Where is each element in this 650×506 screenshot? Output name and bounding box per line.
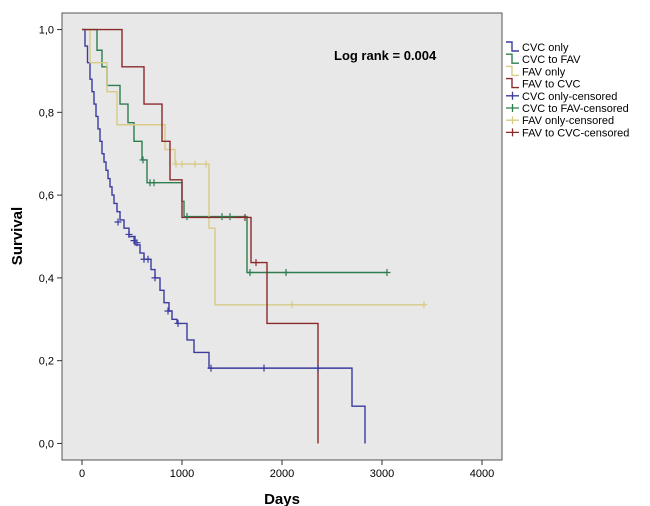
survival-curve-cvc-to-fav [82, 28, 387, 274]
censor-mark [178, 160, 186, 168]
legend-label: CVC only-censored [522, 91, 617, 103]
legend-swatch-plus [506, 104, 519, 112]
censor-mark [383, 269, 391, 277]
x-axis: 0 1000 2000 3000 4000 [79, 460, 494, 480]
legend-swatch-plus [506, 91, 519, 100]
x-tick-label: 2000 [270, 468, 294, 480]
censor-mark [252, 259, 260, 267]
censor-mark [246, 269, 254, 277]
censor-mark [150, 179, 158, 187]
legend-item: CVC only-censored [506, 91, 617, 103]
legend-label: CVC to FAV [522, 54, 581, 66]
censor-mark [125, 230, 133, 238]
x-axis-title: Days [264, 491, 300, 506]
censor-mark [144, 255, 152, 263]
y-axis: 0,0 0,2 0,4 0,6 0,8 1,0 [39, 25, 62, 450]
legend-swatch-step [506, 65, 519, 77]
plot-area [61, 12, 503, 461]
legend-swatch-plus [506, 128, 519, 137]
legend-label: CVC only [522, 42, 569, 54]
legend-item: CVC to FAV-censored [506, 103, 629, 115]
censor-mark [202, 160, 210, 168]
legend-label: FAV only [522, 66, 566, 78]
censor-mark [218, 213, 226, 221]
censor-mark [288, 301, 296, 309]
legend-item: FAV to CVC-censored [506, 127, 629, 139]
legend-item: FAV only-censored [506, 115, 614, 127]
censor-mark [420, 301, 428, 309]
censor-mark [183, 213, 191, 221]
censor-mark [260, 364, 268, 372]
y-tick-label: 0,8 [39, 107, 54, 119]
censor-mark [191, 160, 199, 168]
x-tick-label: 1000 [170, 468, 194, 480]
log-rank-annotation: Log rank = 0.004 [334, 48, 437, 63]
x-tick-label: 0 [79, 468, 85, 480]
survival-curve-cvc-only [82, 28, 366, 444]
censor-mark [139, 156, 147, 164]
legend-item: CVC only [506, 41, 569, 54]
legend-swatch-plus [506, 116, 519, 125]
legend-swatch-step [506, 77, 519, 89]
series-layer [82, 28, 424, 444]
y-tick-label: 0,4 [39, 273, 54, 285]
y-axis-title: Survival [9, 207, 26, 265]
censor-mark [164, 307, 172, 315]
censor-layer [114, 156, 428, 372]
censor-mark [114, 218, 122, 226]
censor-mark [314, 364, 322, 372]
censor-mark [133, 239, 141, 247]
legend-item: FAV only [506, 65, 566, 78]
legend-label: FAV to CVC [522, 79, 581, 91]
y-tick-label: 0,6 [39, 190, 54, 202]
legend-item: CVC to FAV [506, 53, 581, 66]
y-tick-label: 1,0 [39, 25, 54, 37]
legend-swatch-step [506, 41, 519, 52]
censor-mark [172, 160, 180, 168]
legend-label: FAV only-censored [522, 115, 614, 127]
legend-item: FAV to CVC [506, 77, 581, 91]
legend-label: CVC to FAV-censored [522, 103, 629, 115]
censor-mark [226, 213, 234, 221]
censor-mark [151, 274, 159, 282]
censor-mark [174, 319, 182, 327]
legend-label: FAV to CVC-censored [522, 127, 629, 139]
x-tick-label: 3000 [370, 468, 394, 480]
legend-swatch-step [506, 53, 519, 64]
survival-curve-fav-to-cvc [82, 28, 319, 444]
y-tick-label: 0,2 [39, 356, 54, 368]
survival-curve-fav-only [82, 28, 424, 306]
y-tick-label: 0,0 [39, 438, 54, 450]
censor-mark [207, 364, 215, 372]
censor-mark [282, 269, 290, 277]
censor-mark [241, 213, 249, 221]
x-tick-label: 4000 [470, 468, 494, 480]
